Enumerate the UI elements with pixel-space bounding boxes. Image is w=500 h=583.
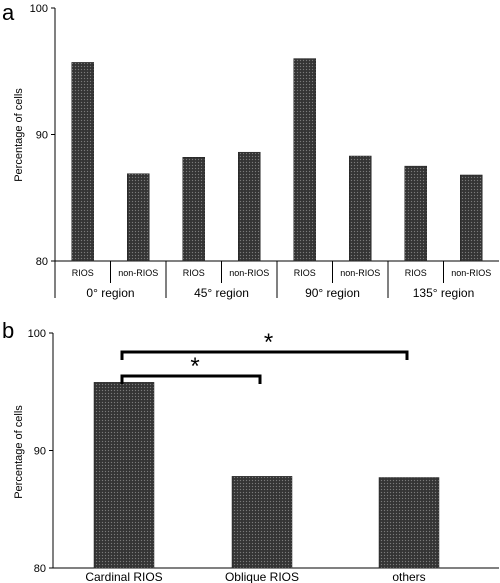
panel-a-y-tick-label: 100 — [30, 3, 48, 15]
panel-a: a Percentage of cells 80 90 100 RIOS non-RI… — [2, 0, 499, 300]
panel-a-bar — [182, 157, 205, 262]
panel-b-significance: ** — [120, 329, 409, 384]
panel-b-letter: b — [2, 318, 14, 343]
panel-a-y-ticks: 80 90 100 — [30, 3, 55, 268]
panel-a-category-labels: RIOS non-RIOS RIOS non-RIOS RIOS non-RIOS RIOS… — [72, 261, 491, 298]
panel-a-y-tick-label: 90 — [36, 130, 48, 142]
panel-a-category-label: non-RIOS — [118, 268, 158, 278]
panel-b-y-axis-label: Percentage of cells — [13, 405, 25, 499]
panel-a-bar — [293, 58, 316, 262]
panel-b: b Percentage of cells 80 90 100 Cardinal R… — [2, 318, 499, 583]
panel-b-y-tick-label: 90 — [34, 446, 46, 458]
panel-a-bar — [127, 173, 150, 262]
panel-a-bar — [460, 174, 483, 262]
panel-a-category-label: RIOS — [72, 268, 94, 278]
panel-a-bar — [349, 155, 372, 262]
panel-a-letter: a — [2, 0, 15, 25]
panel-b-y-tick-label: 80 — [34, 563, 46, 575]
panel-a-category-label: RIOS — [183, 268, 205, 278]
panel-b-significance-marker: * — [190, 353, 199, 380]
panel-a-group-labels: 0° region 45° region 90° region 135° region — [86, 286, 474, 300]
panel-a-category-label: non-RIOS — [340, 268, 380, 278]
panel-b-bar — [231, 476, 293, 569]
panel-a-category-label: non-RIOS — [229, 268, 269, 278]
panel-a-y-axis-label: Percentage of cells — [13, 88, 25, 182]
panel-a-group-label: 45° region — [194, 286, 249, 300]
panel-a-category-label: RIOS — [405, 268, 427, 278]
panel-a-group-label: 0° region — [86, 286, 134, 300]
panel-b-significance-bracket — [120, 350, 409, 360]
panel-b-category-label: others — [392, 570, 425, 583]
panel-a-group-label: 135° region — [413, 286, 475, 300]
panel-a-bar — [238, 151, 261, 262]
panel-b-category-label: Oblique RIOS — [225, 570, 299, 583]
panel-a-group-label: 90° region — [305, 286, 360, 300]
panel-a-bars — [71, 58, 483, 262]
panel-b-bar — [378, 477, 440, 569]
panel-b-significance-bracket — [120, 374, 262, 384]
panel-a-category-label: non-RIOS — [451, 268, 491, 278]
panel-b-y-tick-label: 100 — [28, 328, 46, 340]
panel-a-bar — [71, 62, 94, 262]
panel-b-category-labels: Cardinal RIOS Oblique RIOS others — [85, 570, 425, 583]
panel-b-bar — [93, 382, 155, 569]
panel-a-category-label: RIOS — [294, 268, 316, 278]
panel-b-bars — [93, 382, 440, 569]
panel-a-axes — [54, 8, 499, 298]
panel-a-y-tick-label: 80 — [36, 256, 48, 268]
panel-b-significance-marker: * — [264, 329, 273, 356]
panel-a-bar — [404, 165, 427, 262]
panel-b-category-label: Cardinal RIOS — [85, 570, 162, 583]
panel-b-y-ticks: 80 90 100 — [28, 328, 53, 575]
